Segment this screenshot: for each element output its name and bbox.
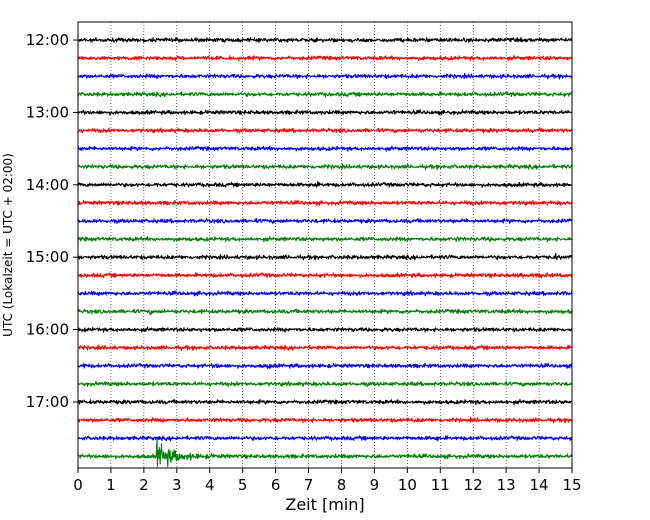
x-tick-label: 8: [337, 476, 347, 494]
x-tick-label: 4: [205, 476, 215, 494]
x-tick-label: 7: [304, 476, 314, 494]
trace-line: [77, 145, 573, 152]
trace-line: [77, 199, 573, 206]
x-tick-label: 6: [271, 476, 281, 494]
trace-line: [77, 72, 573, 80]
trace-line: [77, 344, 573, 352]
trace-line: [77, 290, 573, 297]
y-axis-label: UTC (Lokalzeit = UTC + 02:00): [1, 153, 15, 337]
trace-line: [77, 435, 573, 442]
trace-line: [77, 326, 573, 333]
trace-line: [77, 439, 573, 468]
x-tick-label: 2: [139, 476, 149, 494]
x-tick-label: 3: [172, 476, 182, 494]
y-axis-ticks: 12:00 13:00 14:00 15:00 16:00 17:00: [26, 31, 78, 411]
x-tick-label: 12: [464, 476, 483, 494]
trace-line: [77, 308, 573, 316]
trace-line: [77, 181, 573, 188]
x-axis-label: Zeit [min]: [285, 495, 364, 514]
trace-line: [77, 91, 573, 98]
trace-line: [77, 236, 573, 243]
x-tick-label: 9: [370, 476, 380, 494]
x-axis-ticks: 0 1 2 3 4 5 6 7 8 9 10 11 12 13 14 15: [73, 468, 582, 494]
trace-line: [77, 362, 573, 369]
trace-line: [77, 416, 573, 424]
y-tick-label: 16:00: [26, 321, 69, 339]
x-tick-label: 15: [562, 476, 581, 494]
trace-line: [77, 253, 573, 261]
y-tick-label: 13:00: [26, 103, 69, 121]
seismic-traces: [77, 37, 573, 468]
trace-line: [77, 398, 573, 406]
trace-line: [77, 217, 573, 225]
y-tick-label: 12:00: [26, 31, 69, 49]
trace-line: [77, 37, 573, 43]
trace-line: [77, 109, 573, 116]
trace-line: [77, 55, 573, 62]
trace-line: [77, 380, 573, 387]
y-tick-label: 15:00: [26, 248, 69, 266]
x-tick-label: 0: [73, 476, 83, 494]
x-tick-label: 5: [238, 476, 248, 494]
plot-frame: [77, 21, 573, 469]
trace-line: [77, 163, 573, 171]
trace-line: [77, 272, 573, 279]
y-tick-label: 17:00: [26, 393, 69, 411]
x-tick-label: 10: [398, 476, 417, 494]
minute-gridlines: [110, 22, 540, 468]
x-tick-label: 13: [497, 476, 516, 494]
x-tick-label: 11: [431, 476, 450, 494]
x-tick-label: 1: [106, 476, 116, 494]
trace-line: [77, 127, 573, 134]
x-tick-label: 14: [530, 476, 549, 494]
y-tick-label: 14:00: [26, 176, 69, 194]
